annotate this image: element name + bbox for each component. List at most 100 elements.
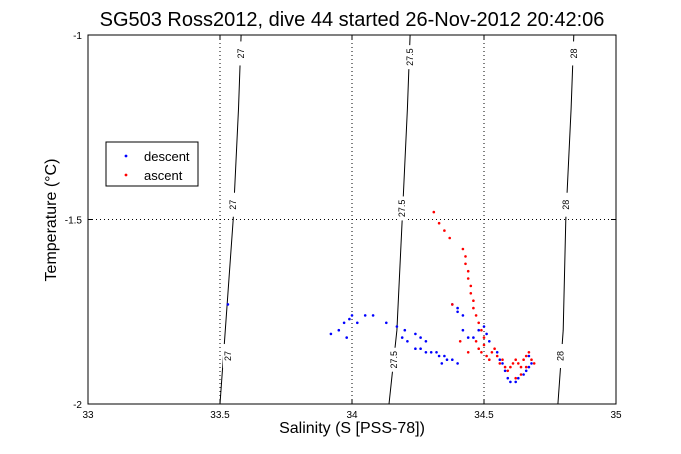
- contour-label-background: [405, 45, 416, 70]
- descent-point: [414, 347, 417, 351]
- ascent-point: [464, 262, 467, 266]
- ascent-point: [506, 369, 510, 373]
- ascent-point: [466, 351, 470, 354]
- ascent-point: [469, 284, 473, 288]
- descent-point: [482, 325, 486, 328]
- ascent-point: [474, 314, 478, 317]
- x-tick-label: 34.5: [474, 410, 494, 421]
- ascent-point: [464, 255, 467, 258]
- descent-point: [329, 332, 333, 336]
- descent-point: [472, 336, 475, 339]
- ascent-point: [519, 373, 523, 376]
- ascent-point: [522, 358, 525, 362]
- descent-point: [345, 336, 349, 339]
- ascent-point: [448, 236, 452, 240]
- descent-point: [527, 354, 531, 358]
- descent-point: [445, 358, 449, 362]
- ascent-point: [480, 351, 483, 354]
- descent-point: [371, 314, 375, 317]
- ascent-point: [527, 351, 531, 354]
- ascent-point: [474, 340, 478, 343]
- descent-point: [395, 325, 399, 328]
- ascent-point: [495, 354, 499, 358]
- descent-point: [488, 340, 491, 343]
- descent-point: [429, 351, 433, 354]
- ascent-point: [485, 354, 488, 358]
- legend-marker-descent: [124, 154, 128, 158]
- descent-point: [400, 336, 404, 339]
- contour-label: 28: [569, 48, 579, 58]
- ascent-point: [480, 328, 483, 332]
- descent-point: [527, 365, 531, 369]
- ascent-point: [524, 365, 528, 369]
- descent-point: [419, 347, 422, 351]
- descent-point: [226, 303, 230, 306]
- ascent-point: [461, 247, 465, 251]
- descent-point: [485, 332, 488, 336]
- descent-point: [356, 321, 359, 325]
- ascent-point: [493, 347, 496, 351]
- ascent-point: [472, 299, 475, 303]
- contour-label-background: [389, 347, 400, 372]
- contour-label: 27: [236, 48, 246, 58]
- y-tick-label: -2: [73, 400, 82, 411]
- ascent-point: [530, 358, 533, 362]
- descent-point: [403, 328, 407, 332]
- descent-point: [503, 369, 507, 373]
- descent-point: [337, 328, 341, 332]
- y-tick-label: -1: [73, 31, 82, 42]
- descent-point: [443, 354, 446, 358]
- x-tick-label: 33.5: [210, 410, 230, 421]
- descent-point: [342, 321, 346, 325]
- ascent-point: [509, 365, 512, 369]
- ascent-point: [451, 303, 454, 306]
- contour-label: 27.5: [397, 200, 407, 218]
- descent-point: [498, 358, 502, 362]
- legend-box: [105, 141, 199, 187]
- descent-point: [424, 340, 428, 343]
- descent-point: [414, 332, 417, 336]
- contour-label-background: [397, 196, 408, 221]
- x-tick-label: 34: [346, 410, 358, 421]
- contour-label: 27: [228, 200, 238, 210]
- ascent-point: [466, 277, 470, 280]
- contour-label: 28: [561, 200, 571, 210]
- ascent-point: [514, 376, 517, 380]
- descent-point: [456, 310, 459, 314]
- y-axis-label: Temperature (°C): [43, 159, 60, 282]
- legend: descent ascent: [105, 141, 199, 187]
- descent-point: [506, 376, 510, 380]
- ascent-point: [501, 358, 504, 362]
- axis-ticks: 33 33.5 34 34.5 35 -1 -1.5 -2: [65, 31, 622, 421]
- contour-label: 27.5: [405, 48, 415, 66]
- descent-point: [509, 380, 512, 384]
- descent-point: [385, 321, 388, 325]
- descent-point: [419, 336, 422, 339]
- descent-point: [530, 362, 533, 365]
- descent-point: [517, 376, 520, 380]
- ascent-point: [443, 229, 446, 232]
- contour-label: 27: [223, 351, 233, 361]
- ascent-point: [437, 221, 441, 225]
- ascent-point: [519, 365, 523, 369]
- density-contours: 27 27 27 27.5 27.5 27.5 28 28 28: [219, 34, 579, 405]
- x-axis-label: Salinity (S [PSS-78]): [279, 420, 425, 437]
- chart-title: SG503 Ross2012, dive 44 started 26-Nov-2…: [100, 9, 605, 31]
- contour-label-background: [568, 41, 579, 66]
- contour-label-background: [555, 344, 566, 369]
- descent-point: [435, 351, 438, 354]
- legend-label-descent: descent: [144, 149, 190, 164]
- contour-label-background: [222, 344, 233, 369]
- data-points: [226, 210, 536, 384]
- descent-point: [437, 354, 441, 358]
- descent-point: [461, 328, 465, 332]
- descent-point: [363, 314, 367, 317]
- descent-point: [440, 362, 444, 365]
- ascent-point: [472, 306, 475, 310]
- ascent-point: [517, 362, 520, 365]
- ascent-point: [458, 340, 462, 343]
- grid: [88, 35, 616, 404]
- ascent-point: [432, 210, 436, 214]
- ascent-point: [477, 347, 481, 351]
- ascent-point: [490, 351, 494, 354]
